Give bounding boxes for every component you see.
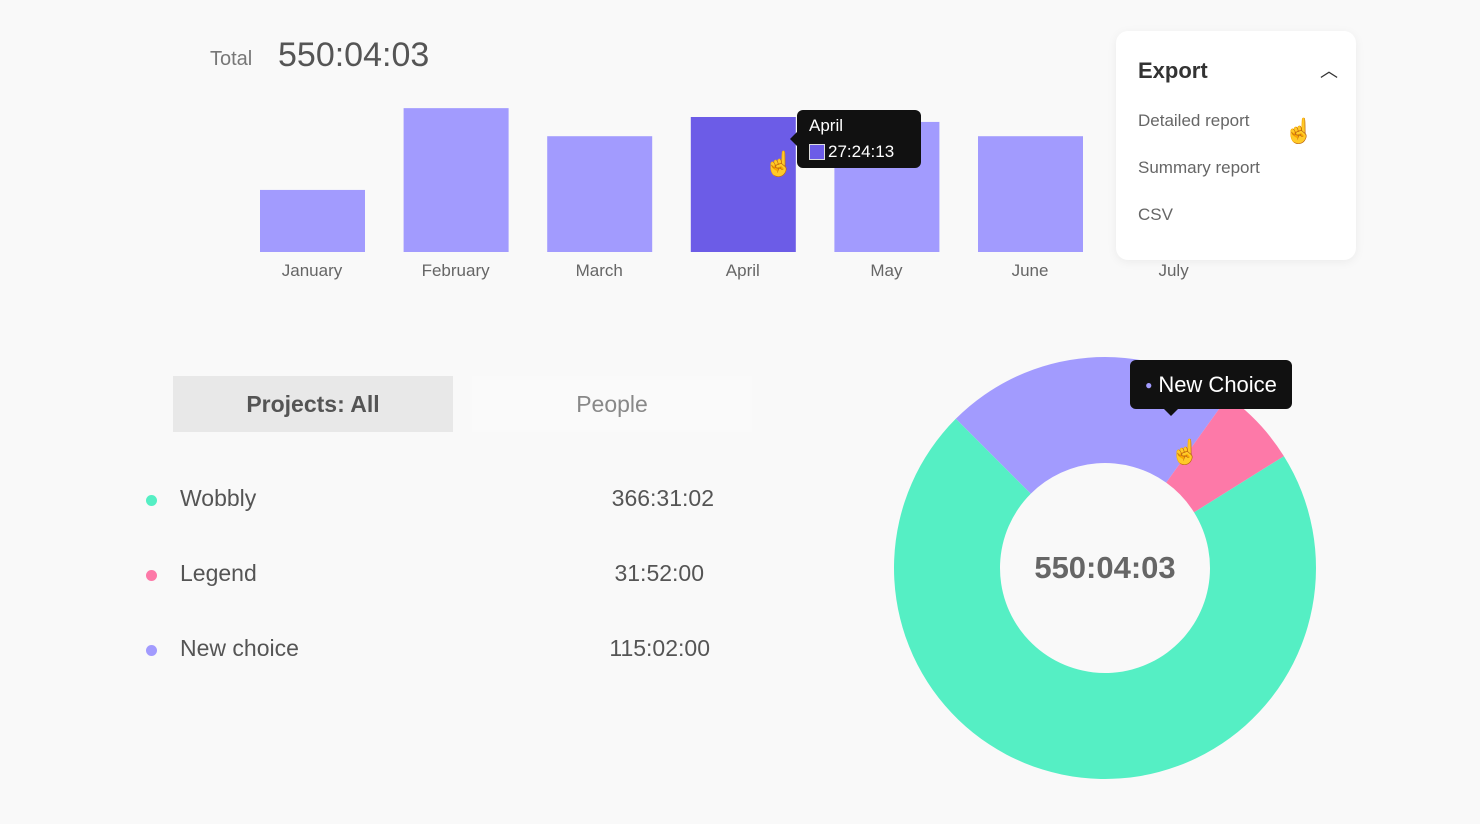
x-tick-label: June <box>1012 261 1049 280</box>
donut-slice-wobbly[interactable] <box>894 418 1316 779</box>
dot-icon: ● <box>1145 377 1153 392</box>
export-summary-report[interactable]: Summary report <box>1138 158 1260 177</box>
tooltip-month: April <box>809 116 844 135</box>
total-value: 550:04:03 <box>278 36 430 74</box>
item-name: Wobbly <box>180 485 257 511</box>
color-dot <box>146 495 157 506</box>
hand-cursor-icon: ☝ <box>1284 118 1314 145</box>
total-label: Total <box>210 48 253 70</box>
export-dropdown: Export ︿ Detailed report Summary report … <box>1116 31 1356 260</box>
x-tick-label: April <box>726 261 760 280</box>
bar-tooltip: April 27:24:13 <box>790 110 921 168</box>
hand-cursor-icon: ☝ <box>1170 439 1200 466</box>
chevron-up-icon[interactable]: ︿ <box>1320 61 1338 81</box>
tooltip-swatch <box>809 144 825 160</box>
export-detailed-report[interactable]: Detailed report <box>1138 111 1250 130</box>
tab-projects[interactable]: Projects: All <box>173 376 453 432</box>
x-tick-label: July <box>1158 261 1189 280</box>
hand-cursor-icon: ☝ <box>764 151 794 178</box>
x-tick-label: May <box>870 261 903 280</box>
export-title[interactable]: Export <box>1138 58 1208 83</box>
x-tick-label: February <box>422 261 491 280</box>
bar-march[interactable] <box>547 136 653 252</box>
donut-center-total: 550:04:03 <box>1034 550 1176 585</box>
tooltip-value: 27:24:13 <box>828 142 895 161</box>
bar-april[interactable] <box>690 117 796 252</box>
donut-tooltip-label: New Choice <box>1158 371 1277 397</box>
color-dot <box>146 570 157 581</box>
item-value: 115:02:00 <box>609 635 710 661</box>
bar-february[interactable] <box>403 108 509 253</box>
item-value: 366:31:02 <box>611 485 714 511</box>
item-value: 31:52:00 <box>614 560 704 586</box>
tab-people[interactable]: People <box>472 376 752 432</box>
bar-june[interactable] <box>978 136 1083 252</box>
color-dot <box>146 645 157 656</box>
item-name: New choice <box>180 635 299 661</box>
export-csv[interactable]: CSV <box>1138 205 1173 224</box>
bar-january[interactable] <box>260 189 365 252</box>
x-tick-label: March <box>576 261 623 280</box>
donut-slice-legend[interactable] <box>1166 396 1284 513</box>
x-tick-label: January <box>282 261 343 280</box>
item-name: Legend <box>180 560 257 586</box>
donut-tooltip: ● New Choice <box>1130 360 1292 416</box>
